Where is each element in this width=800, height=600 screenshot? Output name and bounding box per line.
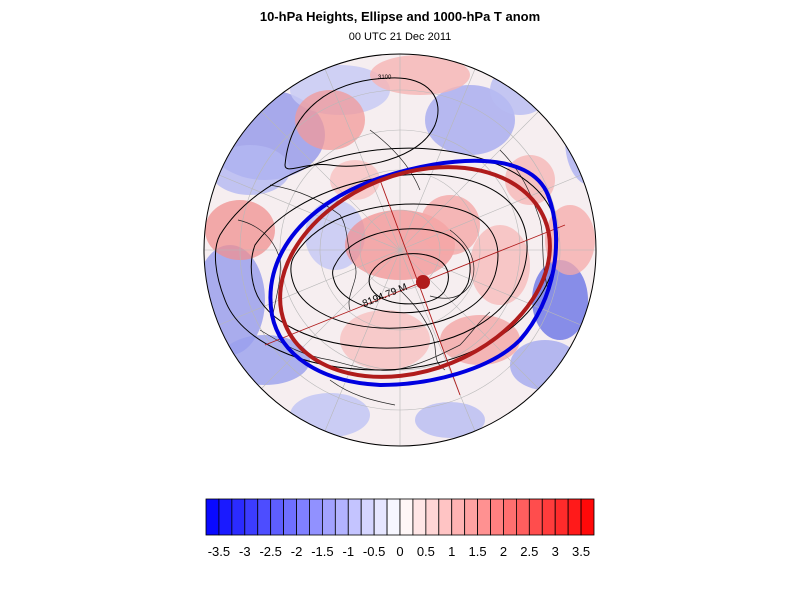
colorbar-box (464, 498, 478, 536)
colorbar-box (412, 498, 427, 536)
colorbar-box (490, 498, 504, 536)
colorbar-tick-label: -3.5 (208, 544, 230, 559)
colorbar-tick-label: -1 (342, 544, 354, 559)
colorbar-box (451, 498, 466, 536)
colorbar-boxes (205, 498, 595, 536)
colorbar-box (425, 498, 440, 536)
colorbar-box (296, 498, 310, 536)
colorbar-box (321, 498, 336, 536)
colorbar-box (373, 498, 388, 536)
colorbar-box (244, 498, 259, 536)
colorbar-box (218, 498, 233, 536)
colorbar-box (554, 498, 569, 536)
colorbar-box (360, 498, 375, 536)
map-border (203, 53, 597, 447)
colorbar-tick-label: 1 (448, 544, 455, 559)
colorbar-tick-label: 2 (500, 544, 507, 559)
colorbar-box (567, 498, 582, 536)
colorbar-box (257, 498, 272, 536)
colorbar-box (503, 498, 517, 536)
colorbar-box (309, 498, 323, 536)
contour-label: 3100 (378, 75, 392, 81)
colorbar-tick-label: 1.5 (469, 544, 487, 559)
vortex-edge-contour (268, 158, 559, 388)
colorbar-tick-label: -3 (239, 544, 251, 559)
colorbar-tick-label: -1.5 (311, 544, 333, 559)
colorbar-tick-label: 2.5 (520, 544, 538, 559)
colorbar-tick-label: -0.5 (363, 544, 385, 559)
colorbar-box (399, 498, 414, 536)
colorbar-box (477, 498, 491, 536)
colorbar-tick-label: 0 (396, 544, 403, 559)
colorbar-box (205, 498, 220, 536)
colorbar-box (270, 498, 284, 536)
colorbar-box (516, 498, 530, 536)
colorbar-tick-label: -2.5 (259, 544, 281, 559)
colorbar-box (347, 498, 362, 536)
map-title: 10-hPa Heights, Ellipse and 1000-hPa T a… (259, 9, 541, 24)
colorbar-box (283, 498, 297, 536)
colorbar-box (231, 498, 246, 536)
colorbar-labels: -3.5 -3 -2.5 -2 -1.5 -1 -0.5 0 0.5 1 1.5 2 2.5 3 3.5 (208, 544, 590, 559)
map-subtitle: 00 UTC 21 Dec 2011 (348, 31, 452, 43)
colorbar-tick-label: 3.5 (572, 544, 590, 559)
colorbar-box (438, 498, 453, 536)
colorbar-box (541, 498, 556, 536)
ellipse-centroid (416, 275, 430, 289)
colorbar-tick-label: 3 (552, 544, 559, 559)
colorbar-tick-label: -2 (291, 544, 303, 559)
colorbar-tick-label: 0.5 (417, 544, 435, 559)
colorbar-box (386, 498, 401, 536)
vortex-ellipse (278, 165, 552, 379)
colorbar-box (334, 498, 349, 536)
colorbar-box (528, 498, 543, 536)
colorbar-box (580, 498, 595, 536)
